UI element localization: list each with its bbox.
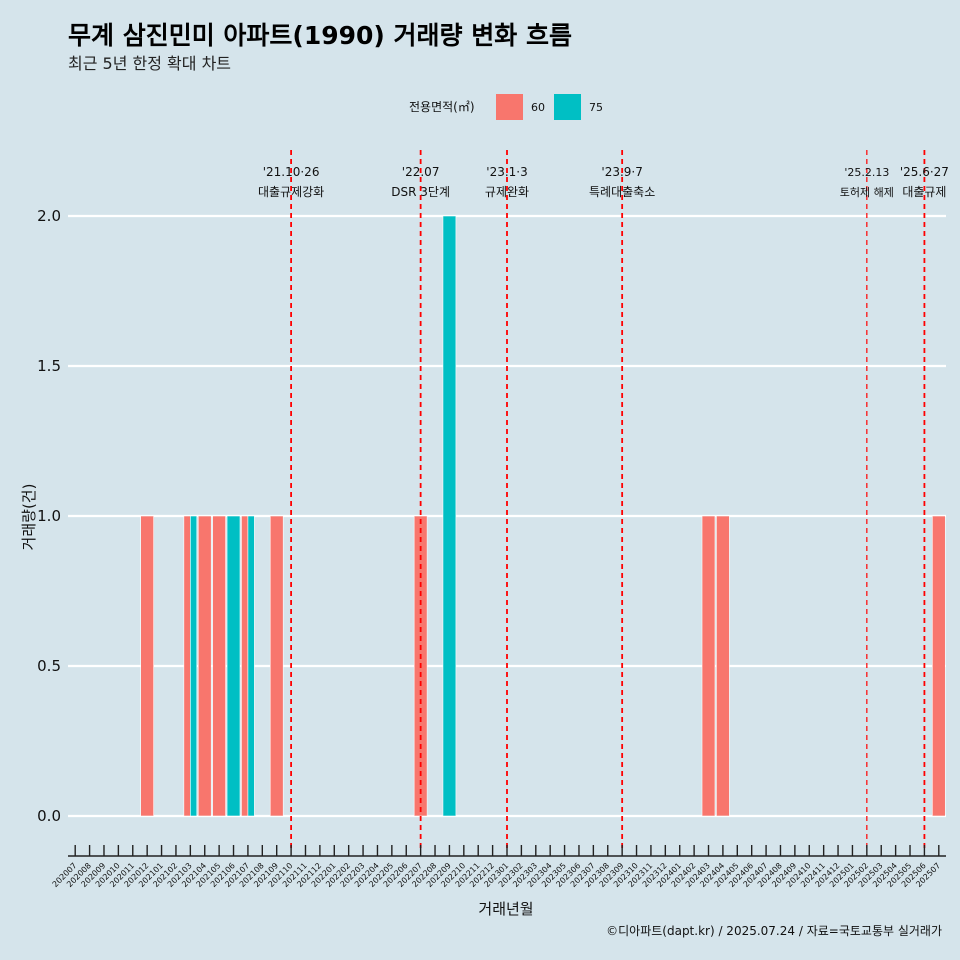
legend-swatch-75 — [554, 94, 581, 120]
event-date-label: '25.2.13 — [844, 166, 889, 179]
event-date-label: '23.1·3 — [486, 165, 527, 179]
bar-202209-75 — [442, 215, 457, 817]
legend: 전용면적(㎡) 60 75 — [409, 94, 603, 120]
bar-202106-75 — [226, 515, 241, 817]
event-date-label: '23.9·7 — [601, 165, 642, 179]
y-tick-label: 1.0 — [37, 507, 61, 525]
x-axis-title: 거래년월 — [478, 900, 533, 918]
event-desc-label: 대출규제 — [902, 185, 946, 199]
y-tick-label: 1.5 — [37, 357, 61, 375]
y-tick-label: 0.0 — [37, 807, 61, 825]
legend-swatch-60 — [496, 94, 523, 120]
bar-202107-75 — [247, 515, 255, 817]
chart-title: 무계 삼진민미 아파트(1990) 거래량 변화 흐름 — [68, 21, 572, 50]
y-tick-label: 0.5 — [37, 657, 61, 675]
bar-202104-60 — [197, 515, 212, 817]
event-desc-label: 특례대출축소 — [589, 185, 655, 199]
chart-subtitle: 최근 5년 한정 확대 차트 — [68, 54, 231, 73]
bar-202109-60 — [269, 515, 284, 817]
bars — [140, 215, 946, 817]
bar-202103-60 — [183, 515, 191, 817]
bar-202507-60 — [932, 515, 946, 817]
bar-202107-60 — [241, 515, 249, 817]
event-date-label: '21.10·26 — [263, 165, 320, 179]
chart-caption: ©디아파트(dapt.kr) / 2025.07.24 / 자료=국토교통부 실… — [606, 924, 942, 938]
event-date-label: '22.07 — [402, 165, 440, 179]
bar-202403-60 — [701, 515, 716, 817]
bar-202105-60 — [212, 515, 226, 817]
legend-label-60: 60 — [531, 101, 545, 114]
bar-202103-75 — [190, 515, 198, 817]
bar-202012-60 — [140, 515, 154, 817]
event-date-label: '25.6·27 — [900, 165, 949, 179]
legend-label-75: 75 — [589, 101, 603, 114]
y-tick-label: 2.0 — [37, 207, 61, 225]
y-axis-ticks: 0.0 0.5 1.0 1.5 2.0 — [37, 207, 61, 825]
event-markers: '21.10·26 대출규제강화 '22.07 DSR 3단계 '23.1·3 규제완화 '… — [258, 150, 949, 852]
bar-202404-60 — [716, 515, 730, 817]
event-desc-label: 토허제 해제 — [840, 185, 894, 199]
event-desc-label: 대출규제강화 — [258, 185, 324, 199]
y-axis-title: 거래량(건) — [20, 484, 38, 551]
event-desc-label: 규제완화 — [485, 185, 529, 199]
legend-title: 전용면적(㎡) — [409, 100, 475, 114]
event-desc-label: DSR 3단계 — [391, 185, 450, 199]
